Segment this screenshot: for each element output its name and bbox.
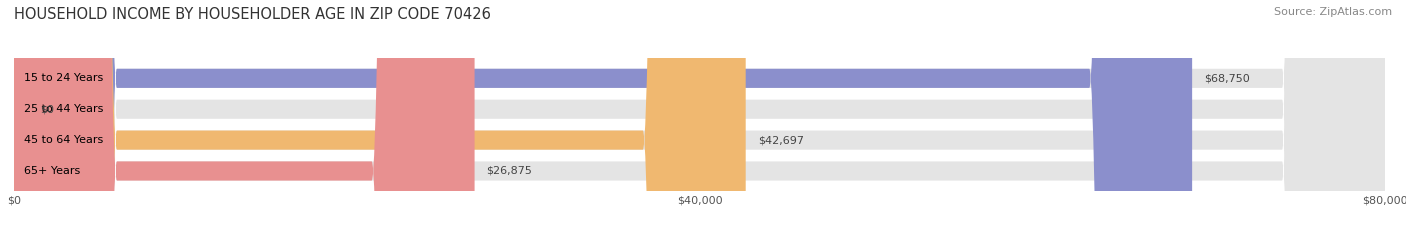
Text: $42,697: $42,697 <box>758 135 804 145</box>
Text: $26,875: $26,875 <box>486 166 533 176</box>
FancyBboxPatch shape <box>14 0 475 233</box>
FancyBboxPatch shape <box>14 0 745 233</box>
FancyBboxPatch shape <box>14 0 1385 233</box>
Text: $68,750: $68,750 <box>1204 73 1250 83</box>
FancyBboxPatch shape <box>14 0 1385 233</box>
Text: HOUSEHOLD INCOME BY HOUSEHOLDER AGE IN ZIP CODE 70426: HOUSEHOLD INCOME BY HOUSEHOLDER AGE IN Z… <box>14 7 491 22</box>
Text: 25 to 44 Years: 25 to 44 Years <box>24 104 104 114</box>
Text: 45 to 64 Years: 45 to 64 Years <box>24 135 104 145</box>
FancyBboxPatch shape <box>14 0 1385 233</box>
Text: Source: ZipAtlas.com: Source: ZipAtlas.com <box>1274 7 1392 17</box>
Text: 15 to 24 Years: 15 to 24 Years <box>24 73 104 83</box>
FancyBboxPatch shape <box>14 0 1192 233</box>
Text: $0: $0 <box>39 104 53 114</box>
FancyBboxPatch shape <box>14 0 1385 233</box>
Text: 65+ Years: 65+ Years <box>24 166 80 176</box>
